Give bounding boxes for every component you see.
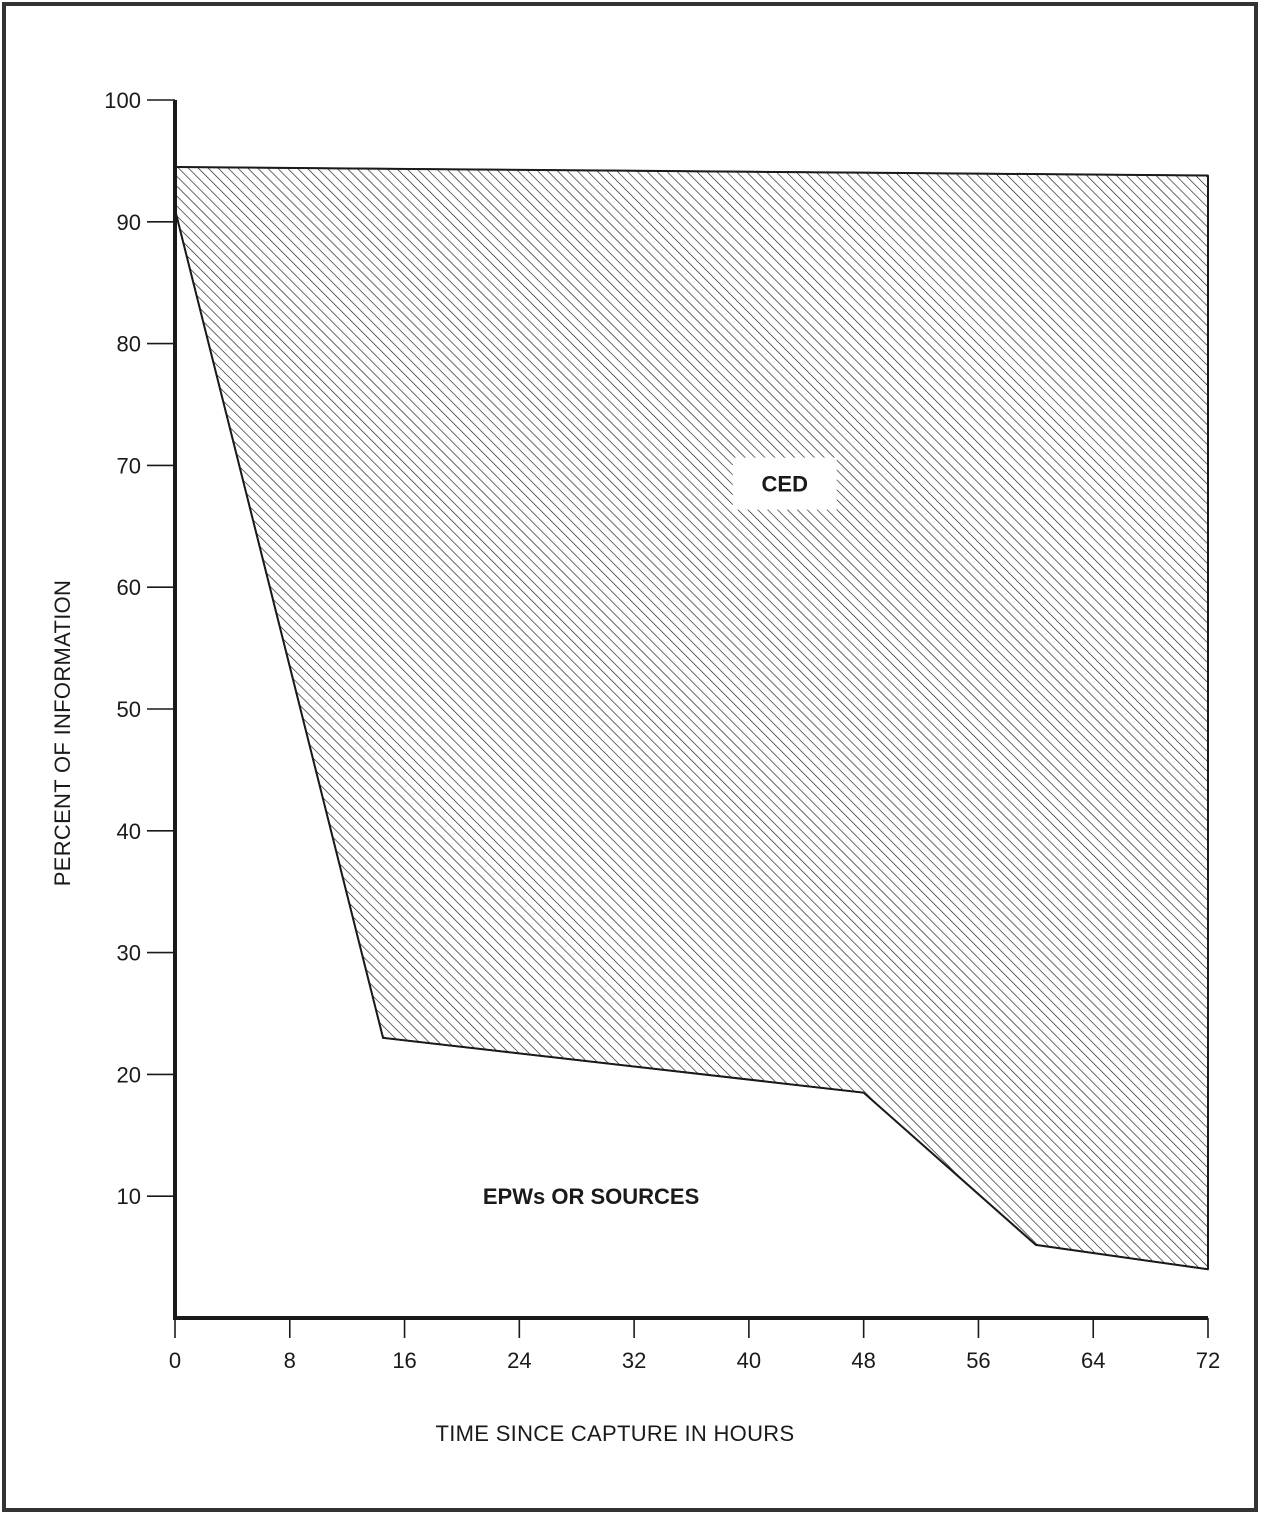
y-tick-label: 30 bbox=[117, 941, 141, 966]
y-axis-title: PERCENT OF INFORMATION bbox=[50, 580, 75, 886]
y-tick-label: 40 bbox=[117, 819, 141, 844]
annotation-box bbox=[732, 457, 837, 510]
y-tick-label: 80 bbox=[117, 332, 141, 357]
region-label: EPWs OR SOURCES bbox=[483, 1184, 699, 1209]
x-tick-label: 56 bbox=[966, 1348, 990, 1373]
x-tick-label: 24 bbox=[507, 1348, 531, 1373]
x-tick-label: 48 bbox=[851, 1348, 875, 1373]
y-tick-label: 90 bbox=[117, 210, 141, 235]
plot-area: 10 20 30 40 50 60 70 80 90 100 0 8 16 24 32 40 48 56 64 72 C… bbox=[104, 88, 1220, 1373]
y-tick-label: 10 bbox=[117, 1184, 141, 1209]
x-tick-label: 32 bbox=[622, 1348, 646, 1373]
y-tick-label: 20 bbox=[117, 1062, 141, 1087]
series-line-ced-top bbox=[174, 165, 1209, 177]
x-tick-label: 40 bbox=[737, 1348, 761, 1373]
y-tick-label: 60 bbox=[117, 575, 141, 600]
y-tick-label: 70 bbox=[117, 453, 141, 478]
x-tick-label: 8 bbox=[284, 1348, 296, 1373]
x-axis-title: TIME SINCE CAPTURE IN HOURS bbox=[436, 1421, 795, 1446]
y-tick-label: 100 bbox=[104, 88, 141, 113]
region-label: CED bbox=[762, 472, 808, 497]
y-tick-label: 50 bbox=[117, 697, 141, 722]
x-tick-label: 16 bbox=[392, 1348, 416, 1373]
x-tick-label: 0 bbox=[169, 1348, 181, 1373]
x-tick-label: 72 bbox=[1196, 1348, 1220, 1373]
series-line-epws bbox=[174, 209, 1209, 1271]
x-tick-label: 64 bbox=[1081, 1348, 1105, 1373]
